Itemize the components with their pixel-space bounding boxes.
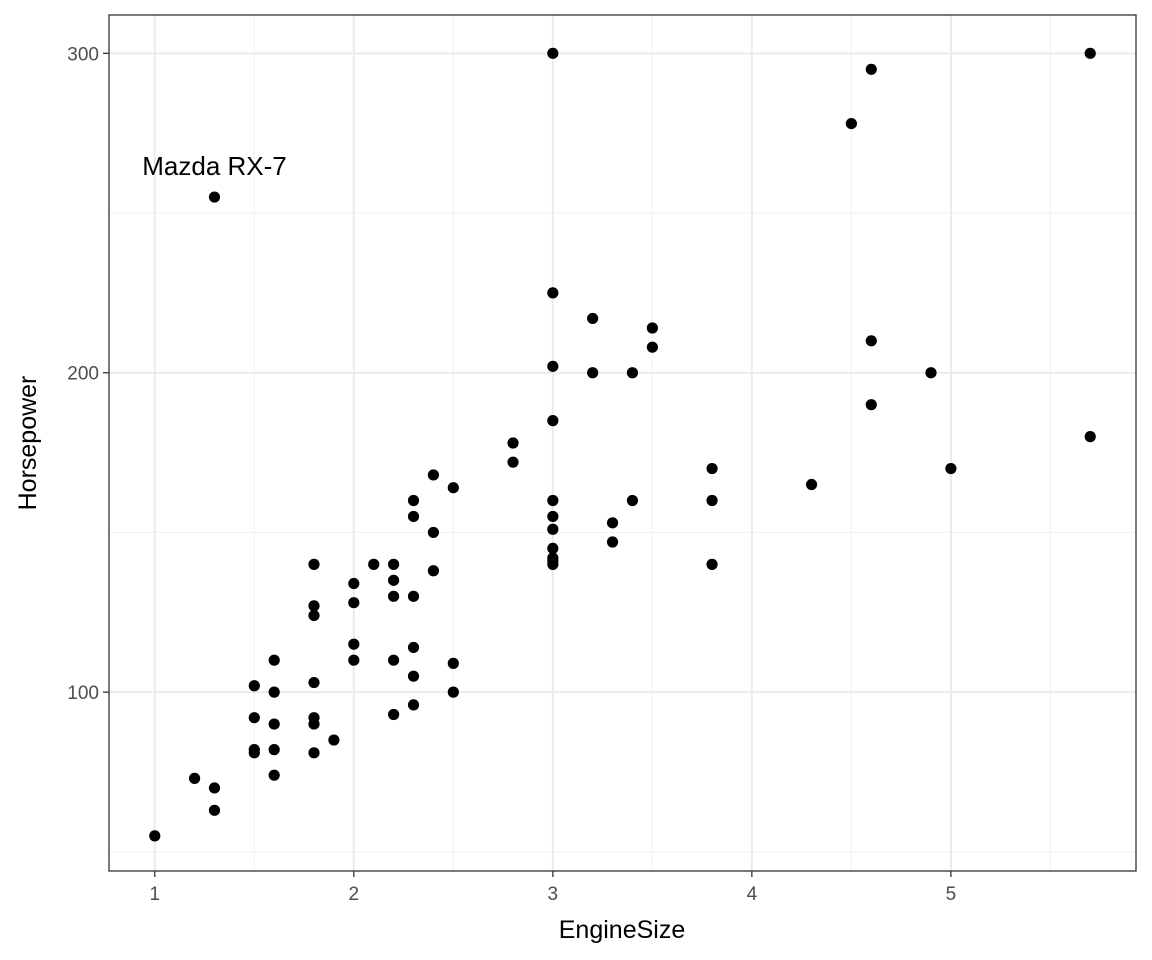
data-point [706,462,718,475]
y-tick-label: 100 [67,683,99,704]
data-point [208,782,221,794]
x-tick-label: 3 [548,884,559,905]
data-point [388,708,400,721]
data-point [388,558,400,570]
data-point [407,510,420,523]
data-point [547,523,559,535]
data-point [407,590,420,602]
data-point [208,191,221,203]
x-tick-label: 5 [946,884,957,905]
data-point [606,517,619,529]
data-point [626,367,639,379]
panel-border [108,14,1137,872]
data-point [368,558,380,570]
data-point [268,654,280,666]
data-point [447,482,459,494]
data-point [706,494,718,507]
data-point [308,600,320,612]
data-point [945,462,957,475]
data-point [925,367,937,379]
data-point [149,830,161,842]
data-point [865,335,877,347]
data-point [865,63,877,75]
data-point [308,676,320,689]
data-point [1084,431,1096,443]
data-point [348,597,360,609]
data-point [706,558,718,570]
data-point [447,657,459,669]
data-point [308,718,320,730]
data-point [308,747,320,759]
data-point [845,117,857,130]
data-point [388,590,400,602]
annotations: Mazda RX-7 [142,151,287,181]
data-point [447,686,459,698]
y-axis-title: Horsepower [14,376,42,511]
data-point [308,558,320,570]
plot-panel-background [109,15,1136,871]
data-point [427,469,440,481]
data-point [328,734,340,746]
data-point [547,360,559,372]
data-point [348,638,360,650]
y-tick-label: 200 [67,364,99,385]
data-point [547,558,559,570]
data-point [268,744,280,756]
data-point [427,526,440,539]
data-point [587,312,599,325]
data-point [388,654,400,666]
x-axis: 1 2 3 4 5 [149,871,956,905]
data-point [308,609,320,622]
data-point [646,341,658,353]
data-point [547,287,559,299]
data-points [149,47,1096,842]
data-point [427,565,440,577]
data-point [805,478,818,491]
data-point [268,718,280,730]
data-point [1084,47,1096,59]
data-point [268,769,280,781]
data-point [248,712,260,724]
data-point [407,699,420,711]
x-axis-title: EngineSize [559,916,685,944]
data-point [188,772,201,784]
data-point [547,542,559,555]
data-point [587,367,599,379]
data-point [407,494,420,507]
data-point [626,494,639,507]
x-tick-label: 2 [349,884,360,905]
data-point [547,494,559,507]
data-point [865,399,877,411]
data-point [547,47,559,59]
x-tick-label: 4 [747,884,758,905]
x-tick-label: 1 [149,884,160,905]
data-point [646,322,658,334]
data-point [388,574,400,586]
data-point [407,641,420,654]
data-point [208,804,221,816]
data-point [407,670,420,682]
major-grid [109,15,1136,871]
y-tick-label: 300 [67,44,99,65]
data-point [507,456,519,468]
data-point [547,510,559,523]
y-axis: 100 200 300 [67,44,109,704]
point-annotation: Mazda RX-7 [142,151,287,181]
data-point [348,577,360,590]
data-point [507,437,519,449]
data-point [268,686,280,698]
minor-grid [109,15,1136,871]
data-point [606,536,619,548]
data-point [348,654,360,666]
data-point [547,415,559,427]
data-point [248,680,260,692]
data-point [248,747,260,759]
